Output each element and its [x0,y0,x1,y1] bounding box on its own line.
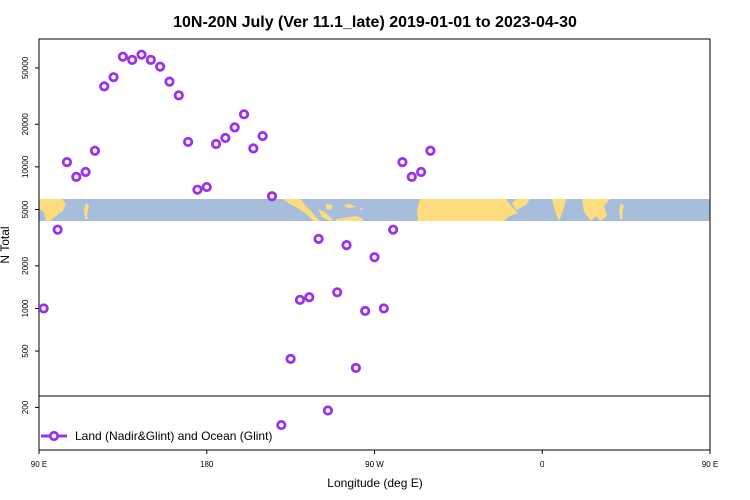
land-indochina [582,199,610,221]
data-point [155,61,166,72]
y-tick-label: 2000 [21,256,30,274]
x-tick-label: 90 E [702,460,718,469]
ocean-band [39,199,710,221]
data-point [304,292,315,303]
legend-marker [48,430,60,442]
data-point [164,76,175,87]
data-point [71,171,82,182]
y-tick-label: 50000 [21,56,30,79]
y-tick-label: 20000 [21,113,30,136]
data-point [61,157,73,168]
data-point [99,81,110,92]
data-point [266,191,278,202]
data-point [322,405,334,416]
data-point [415,166,427,178]
land-south-america [336,216,364,221]
x-tick-label: 0 [540,460,545,469]
y-tick-label: 5000 [21,200,30,218]
x-tick-label: 90 E [31,460,47,469]
plot-frame [38,38,711,451]
data-point [117,51,128,62]
data-point [183,136,194,148]
data-point [360,305,371,317]
data-point [108,72,119,83]
data-point [369,252,380,263]
data-point [257,130,268,142]
data-point [192,184,203,195]
data-point [238,109,250,120]
data-points [39,49,436,431]
x-tick-label: 180 [200,460,214,469]
x-tick-label: 90 W [365,460,384,469]
data-point [127,54,138,65]
y-tick-label: 200 [21,400,30,414]
land-yucatan [326,204,333,210]
data-point [173,90,184,101]
land-asia [39,199,66,221]
land-central-america [318,209,333,221]
data-point [406,171,417,182]
legend-label: Land (Nadir&Glint) and Ocean (Glint) [75,429,272,443]
land-philippines [84,203,89,219]
data-point [341,240,352,251]
data-point [350,362,361,374]
x-axis: 90 E 180 90 W 0 90 E [31,450,718,469]
data-point [388,224,399,235]
land-caribbean [343,204,363,210]
y-tick-label: 10000 [21,155,30,178]
y-tick-label: 500 [21,344,30,358]
data-point [248,143,259,154]
land-africa [417,199,518,221]
data-point [378,303,389,314]
data-point [294,294,306,305]
data-point [201,181,212,193]
data-point [332,287,343,298]
data-point [39,303,49,314]
data-point [145,54,156,65]
map-band [39,199,710,221]
data-point [52,224,63,235]
legend: Land (Nadir&Glint) and Ocean (Glint) [41,429,272,443]
data-point [210,138,222,150]
y-axis: 200 500 1000 2000 5000 10000 20000 50000 [21,56,39,414]
data-point [220,132,231,144]
data-point [136,49,147,60]
data-point [313,233,324,244]
data-point [425,145,436,156]
data-point [80,166,91,178]
chart-title: 10N-20N July (Ver 11.1_late) 2019-01-01 … [173,14,577,31]
x-axis-label: Longitude (deg E) [327,476,422,490]
land-philippines-east [619,203,624,219]
data-point [89,145,101,156]
land-india [552,199,566,221]
y-axis-label: N Total [0,226,12,263]
y-tick-label: 1000 [21,299,30,317]
data-point [285,353,296,365]
data-point [397,157,408,168]
land-arabia [512,199,530,210]
land-mexico [283,199,320,221]
data-point [276,419,287,431]
data-point [229,122,240,133]
